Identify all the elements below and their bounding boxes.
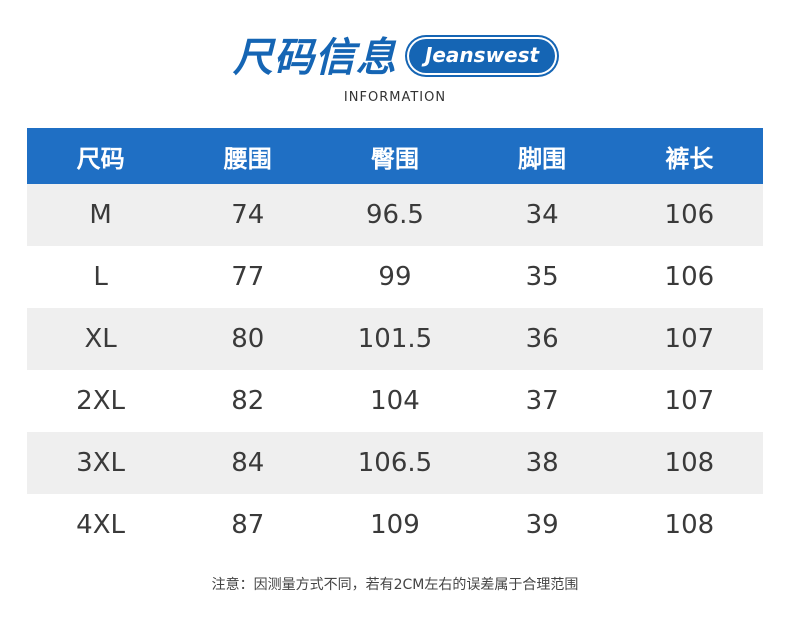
column-header-waist: 腰围 <box>174 128 322 184</box>
table-cell: 107 <box>615 370 763 432</box>
table-row: L 77 99 35 106 <box>27 246 763 308</box>
column-header-leg-opening: 脚围 <box>468 128 616 184</box>
brand-logo: Jeanswest <box>406 37 558 75</box>
table-cell: 37 <box>468 370 616 432</box>
table-cell: 74 <box>174 184 322 246</box>
table-cell: 104 <box>321 370 469 432</box>
page-header: 尺码信息 Jeanswest INFORMATION <box>0 26 790 105</box>
table-cell: 82 <box>174 370 322 432</box>
column-header-size: 尺码 <box>27 128 175 184</box>
table-cell: 39 <box>468 494 616 556</box>
title-row: 尺码信息 Jeanswest <box>0 26 790 82</box>
table-cell: 35 <box>468 246 616 308</box>
table-cell: 4XL <box>27 494 175 556</box>
table-cell: 96.5 <box>321 184 469 246</box>
table-cell: 108 <box>615 432 763 494</box>
table-cell: M <box>27 184 175 246</box>
table-cell: 2XL <box>27 370 175 432</box>
table-cell: 107 <box>615 308 763 370</box>
table-row: 4XL 87 109 39 108 <box>27 494 763 556</box>
table-cell: 84 <box>174 432 322 494</box>
table-cell: 101.5 <box>321 308 469 370</box>
table-cell: 3XL <box>27 432 175 494</box>
table-cell: 38 <box>468 432 616 494</box>
table-header-row: 尺码 腰围 臀围 脚围 裤长 <box>27 128 763 184</box>
size-table: 尺码 腰围 臀围 脚围 裤长 M 74 96.5 34 106 L 77 99 … <box>27 128 763 556</box>
column-header-hip: 臀围 <box>321 128 469 184</box>
table-row: M 74 96.5 34 106 <box>27 184 763 246</box>
page-title: 尺码信息 <box>232 35 397 81</box>
table-cell: 106.5 <box>321 432 469 494</box>
table-cell: 34 <box>468 184 616 246</box>
table-row: XL 80 101.5 36 107 <box>27 308 763 370</box>
table-cell: 80 <box>174 308 322 370</box>
column-header-length: 裤长 <box>615 128 763 184</box>
table-cell: 108 <box>615 494 763 556</box>
measurement-note: 注意：因测量方式不同，若有2CM左右的误差属于合理范围 <box>211 577 579 593</box>
table-cell: 109 <box>321 494 469 556</box>
table-cell: 106 <box>615 246 763 308</box>
table-cell: 87 <box>174 494 322 556</box>
table-cell: L <box>27 246 175 308</box>
table-row: 2XL 82 104 37 107 <box>27 370 763 432</box>
table-cell: 106 <box>615 184 763 246</box>
table-cell: 36 <box>468 308 616 370</box>
table-cell: 99 <box>321 246 469 308</box>
page-subtitle: INFORMATION <box>343 90 447 105</box>
table-cell: XL <box>27 308 175 370</box>
table-cell: 77 <box>174 246 322 308</box>
table-row: 3XL 84 106.5 38 108 <box>27 432 763 494</box>
